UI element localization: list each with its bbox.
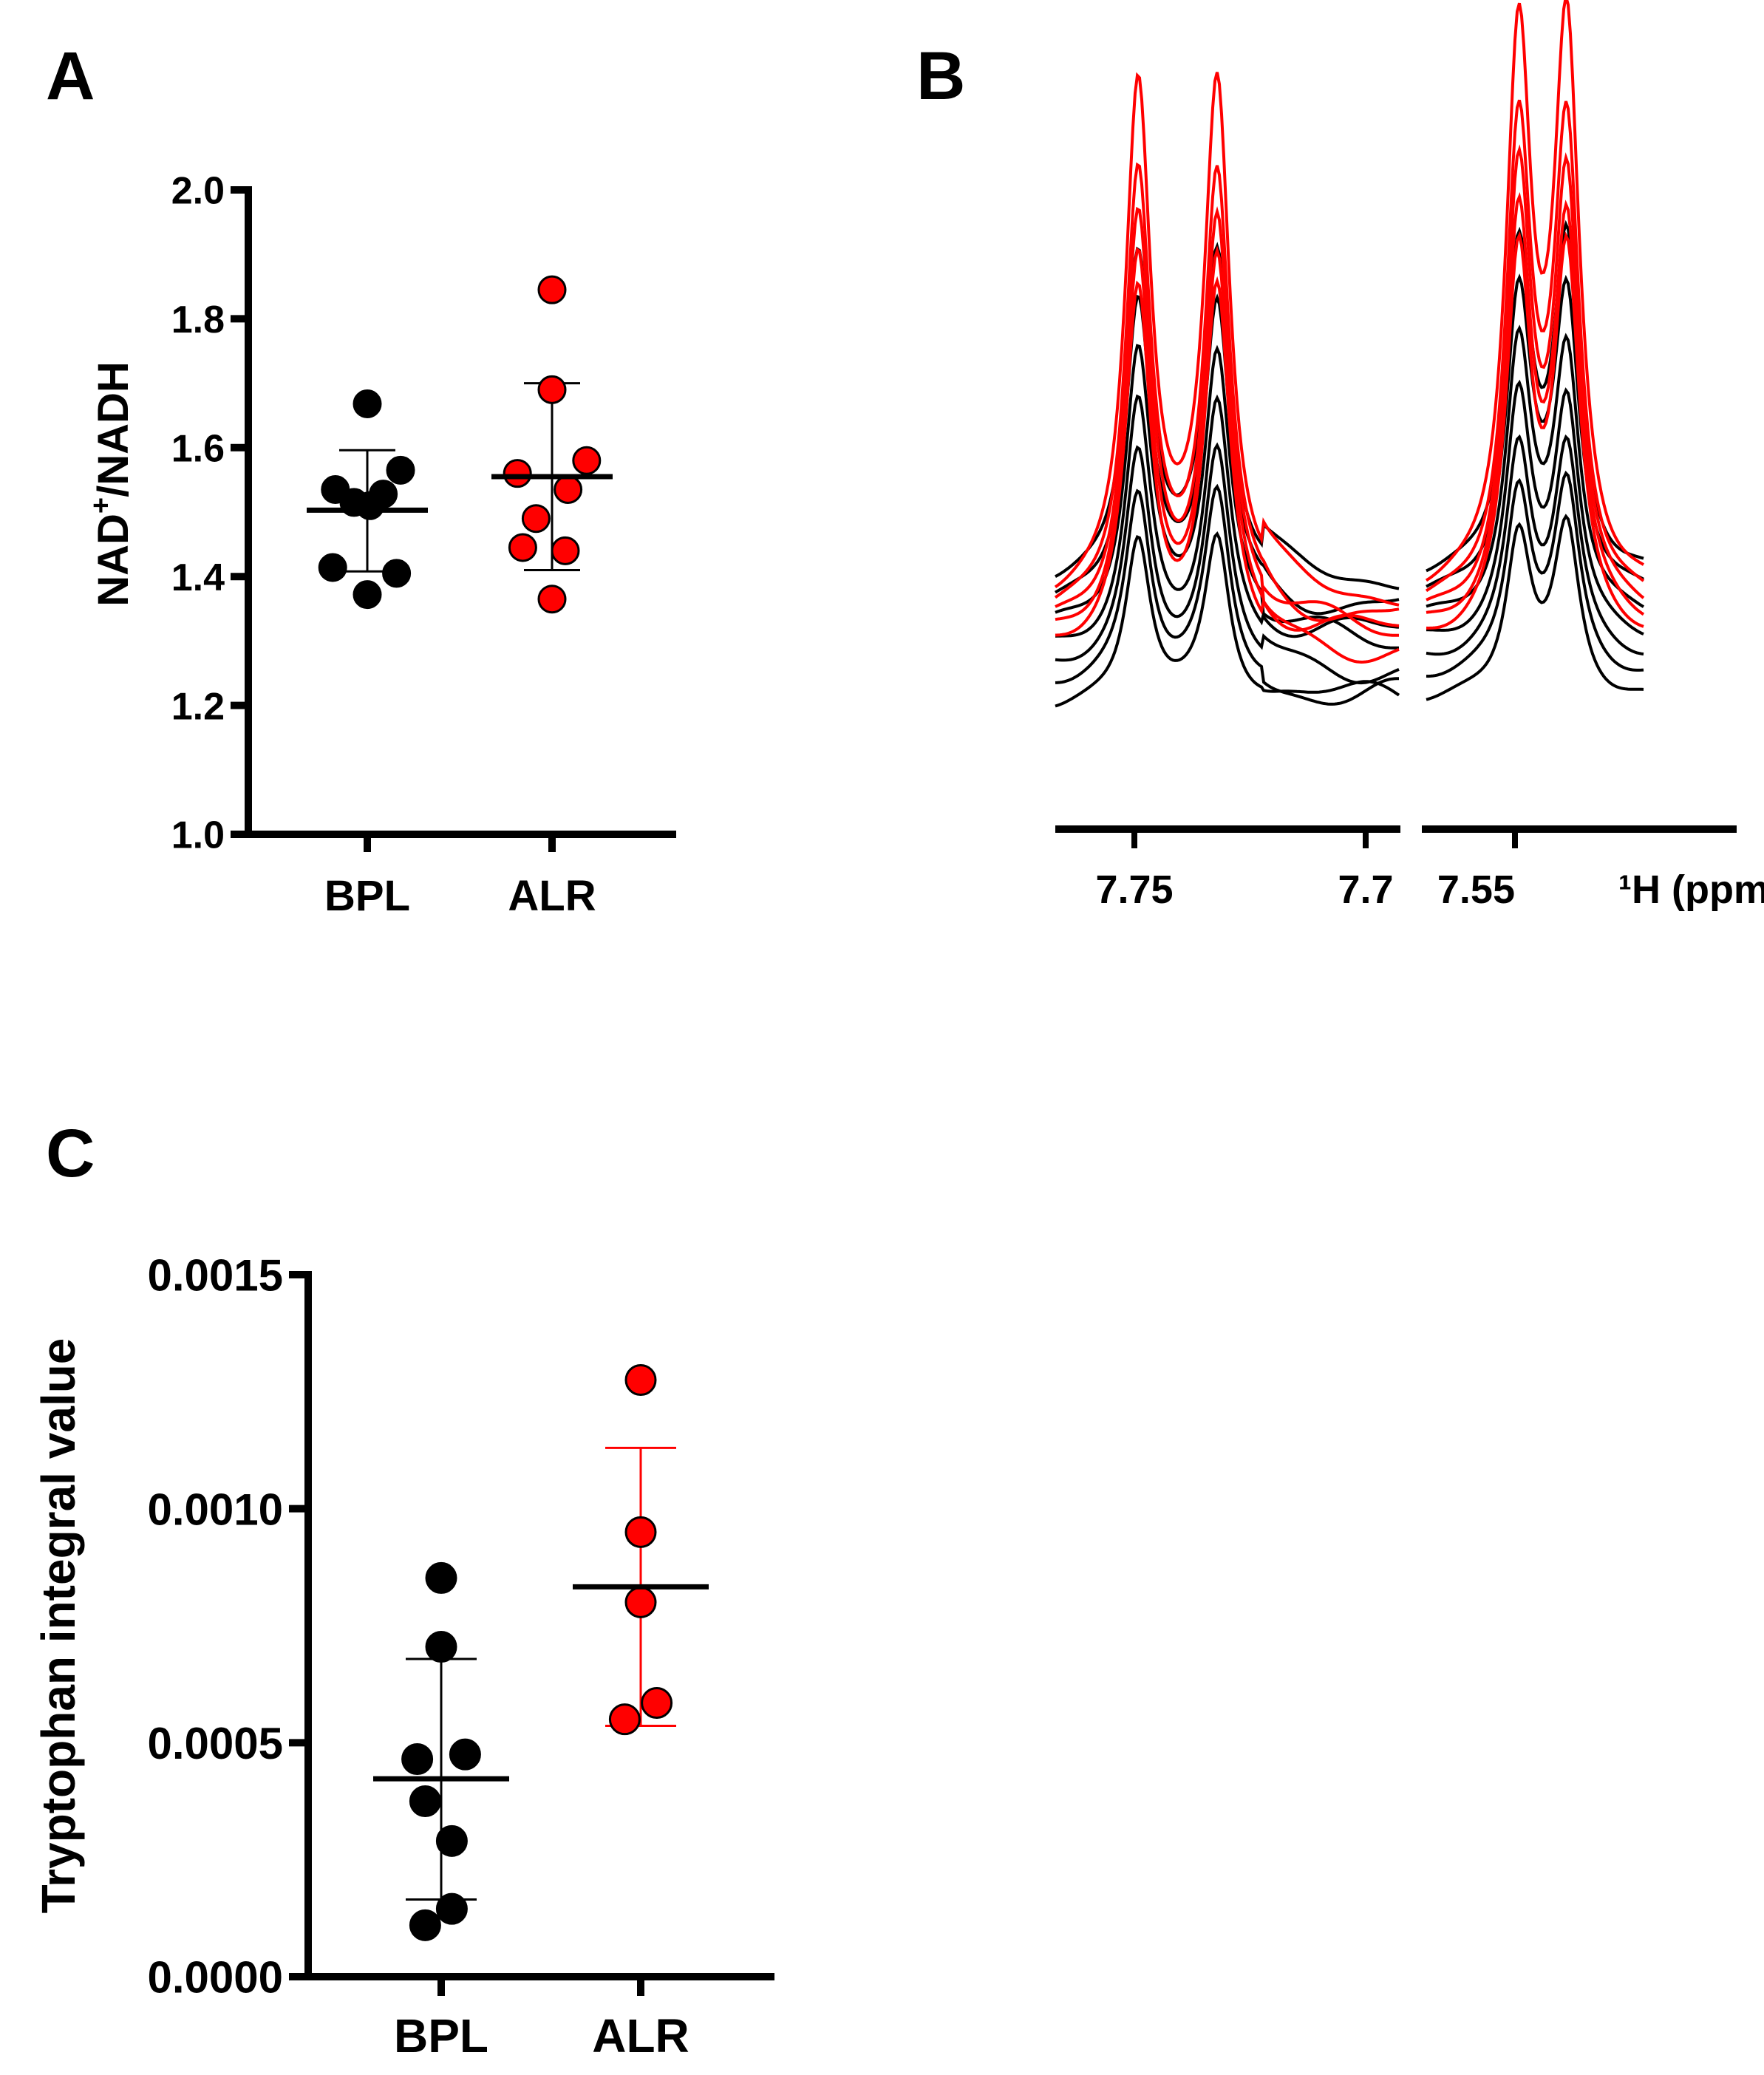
panel-a-chart: NAD+/NADH 1.0 1.2 1.4 1.6 1.8 2.0 BPL ALR: [86, 170, 676, 920]
data-point: [425, 1631, 457, 1663]
spectrum-line-red: [1055, 206, 1400, 632]
data-point: [401, 1743, 434, 1775]
data-point: [641, 1687, 673, 1719]
data-point: [386, 455, 415, 485]
x-category-label: BPL: [324, 872, 410, 920]
data-point: [355, 491, 385, 520]
panel-b-chart: 7.75 7.7 7.55 ¹H (ppm): [1054, 0, 1764, 912]
x-category-label: ALR: [508, 872, 596, 920]
x-tick-label: 7.75: [1095, 868, 1173, 912]
spectrum-line-red: [1055, 276, 1400, 664]
data-point: [608, 1703, 641, 1736]
y-tick-label: 1.0: [171, 814, 225, 857]
y-tick-label: 0.0015: [147, 1251, 283, 1301]
data-point: [537, 585, 567, 614]
spectrum-line-red: [1426, 144, 1645, 602]
data-point: [353, 389, 382, 419]
panel-b-spectra-left: [1054, 72, 1400, 708]
data-point: [435, 1824, 468, 1857]
data-point: [624, 1364, 657, 1396]
panel-a-y-axis-title: NAD+/NADH: [86, 361, 137, 607]
data-point: [537, 375, 567, 404]
data-point: [425, 1561, 457, 1594]
x-category-label: ALR: [592, 2009, 689, 2062]
data-point: [521, 504, 551, 534]
spectrum-line-red: [1426, 231, 1644, 630]
spectrum-line-black: [1426, 434, 1644, 656]
spectrum-line-black: [1055, 344, 1400, 638]
x-category-label: BPL: [394, 2009, 488, 2062]
data-point: [554, 474, 583, 504]
data-point: [409, 1785, 441, 1817]
spectrum-line-black: [1055, 442, 1400, 685]
spectrum-line-red: [1425, 99, 1645, 593]
data-point: [382, 559, 412, 588]
y-tick-label: 0.0010: [147, 1485, 283, 1534]
data-point: [409, 1909, 441, 1941]
data-point: [435, 1892, 468, 1925]
data-point: [537, 275, 567, 304]
x-tick-label: 7.7: [1338, 868, 1393, 912]
data-point: [503, 459, 532, 488]
spectrum-line-red: [1055, 245, 1399, 637]
data-point: [353, 580, 382, 610]
y-tick-label: 1.6: [171, 428, 225, 471]
x-tick-label: 7.55: [1437, 868, 1515, 912]
y-tick-label: 0.0005: [147, 1719, 283, 1768]
y-tick-label: 1.8: [171, 299, 225, 341]
data-point: [508, 533, 537, 562]
data-point: [449, 1738, 481, 1771]
panel-label-a: A: [46, 38, 95, 114]
y-tick-label: 0.0000: [147, 1953, 283, 2003]
spectrum-line-black: [1426, 514, 1644, 701]
spectrum-line-black: [1055, 531, 1400, 708]
data-point: [624, 1586, 657, 1618]
data-point: [572, 446, 602, 475]
panel-b-spectra-right: [1425, 0, 1645, 701]
y-tick-label: 1.2: [171, 685, 225, 728]
data-point: [624, 1516, 657, 1548]
panel-c-y-axis-title: Tryptophan integral value: [32, 1338, 85, 1914]
spectrum-line-black: [1055, 394, 1400, 650]
panel-c-chart: Tryptophan integral value 0.0000 0.0005 0.…: [32, 1251, 774, 2062]
spectrum-line-red: [1426, 191, 1645, 616]
spectrum-line-black: [1055, 483, 1399, 706]
data-point: [551, 536, 580, 565]
spectrum-line-black: [1426, 379, 1644, 636]
data-point: [318, 553, 347, 582]
spectrum-line-red: [1054, 72, 1400, 607]
y-tick-label: 1.4: [171, 556, 225, 599]
y-tick-label: 2.0: [171, 170, 225, 213]
panel-label-c: C: [46, 1116, 95, 1191]
spectrum-line-red: [1425, 0, 1645, 582]
spectrum-line-black: [1426, 470, 1644, 678]
panel-label-b: B: [916, 38, 965, 114]
panel-b-x-axis-title: ¹H (ppm): [1618, 868, 1764, 912]
